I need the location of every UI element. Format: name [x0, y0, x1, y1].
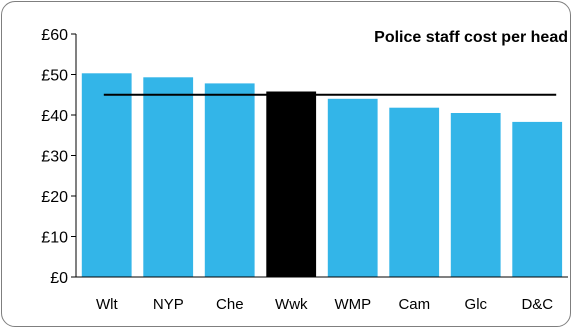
- y-tick-label: £10: [41, 230, 68, 247]
- x-tick-label: D&C: [521, 296, 553, 313]
- x-tick-label: Wlt: [96, 296, 118, 313]
- x-tick-label: Glc: [465, 296, 488, 313]
- bar-chart: £0 £10 £20 £30 £40 £50 £60 Wlt NYP Che Wwk WMP Cam G…: [41, 27, 568, 313]
- bar-che: [204, 83, 255, 278]
- x-tick-label: WMP: [334, 296, 371, 313]
- x-tick-label: NYP: [153, 296, 184, 313]
- y-tick-label: £20: [41, 189, 68, 206]
- bar-glc: [450, 113, 501, 277]
- bars-layer: [81, 73, 563, 278]
- bar-cam: [389, 107, 440, 277]
- y-tick-label: £40: [41, 108, 68, 125]
- y-tick-label: £60: [41, 27, 68, 44]
- bar-wlt: [81, 73, 132, 277]
- y-tick-label: £50: [41, 68, 68, 85]
- y-tick-label: £0: [50, 270, 68, 287]
- bar-wwk: [266, 91, 317, 277]
- x-tick-label: Cam: [398, 296, 430, 313]
- y-tick-label: £30: [41, 149, 68, 166]
- x-tick-label: Che: [216, 296, 244, 313]
- y-ticks: £0 £10 £20 £30 £40 £50 £60: [41, 27, 76, 287]
- bar-dc: [512, 121, 563, 278]
- bar-nyp: [143, 77, 194, 277]
- chart-title: Police staff cost per head: [374, 29, 568, 46]
- bar-wmp: [327, 98, 378, 277]
- x-tick-labels: Wlt NYP Che Wwk WMP Cam Glc D&C: [96, 296, 553, 313]
- x-tick-label: Wwk: [275, 296, 308, 313]
